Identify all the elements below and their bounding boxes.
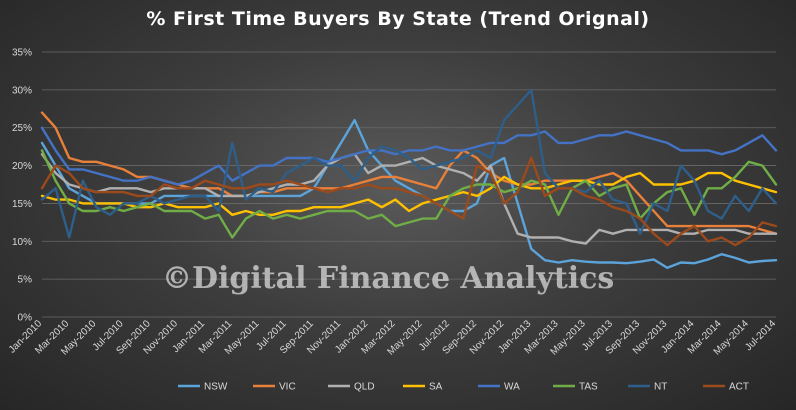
y-tick-label: 15% [12, 199, 32, 210]
y-tick-label: 5% [18, 275, 33, 286]
legend-label-vic: VIC [279, 382, 296, 393]
legend-label-sa: SA [429, 382, 443, 393]
series-line-act [40, 156, 778, 247]
y-tick-label: 10% [12, 237, 32, 248]
chart-title: % First Time Buyers By State (Trend Orig… [146, 8, 650, 30]
legend: NSW VIC QLD SA WA TAS NT ACT [178, 382, 749, 393]
legend-label-nt: NT [654, 382, 667, 393]
x-tick-label: Jul-2014 [743, 318, 778, 353]
series-lines [40, 88, 778, 269]
legend-label-act: ACT [729, 382, 749, 393]
y-tick-label: 20% [12, 161, 32, 172]
y-tick-label: 25% [12, 123, 32, 134]
series-line-nsw [40, 118, 778, 269]
legend-label-wa: WA [504, 382, 520, 393]
legend-label-tas: TAS [579, 382, 598, 393]
y-tick-label: 30% [12, 85, 32, 96]
x-axis: Jan-2010Mar-2010May-2010Jul-2010Sep-2010… [7, 318, 779, 358]
y-axis: 0% 5% 10% 15% 20% 25% 30% 35% [12, 48, 32, 324]
series-line-wa [40, 126, 778, 186]
series-line-vic [40, 111, 778, 235]
y-tick-label: 0% [18, 313, 33, 324]
legend-label-qld: QLD [354, 382, 375, 393]
watermark: ©Digital Finance Analytics [162, 261, 614, 296]
series-line-qld [40, 152, 778, 245]
y-tick-label: 35% [12, 48, 32, 59]
series-line-nt [40, 88, 778, 239]
legend-label-nsw: NSW [204, 382, 228, 393]
